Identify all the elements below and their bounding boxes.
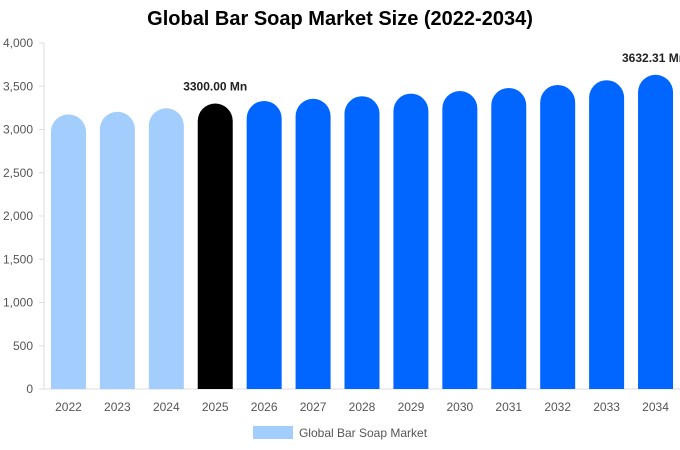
- x-tick-label: 2025: [202, 400, 229, 414]
- bar-2023[interactable]: [99, 111, 135, 389]
- legend-swatch: [252, 426, 293, 440]
- y-tick-label: 3,500: [3, 79, 33, 93]
- label-group: 2022 2023 2024 2025 2026 2027 2028 2029 2030 2031…: [55, 51, 680, 414]
- x-tick-label: 2034: [642, 400, 669, 414]
- y-tick-label: 2,000: [3, 209, 33, 223]
- x-tick-label: 2026: [251, 400, 278, 414]
- x-tick-label: 2029: [398, 400, 425, 414]
- data-label-2034: 3632.31 Mn: [622, 51, 680, 65]
- y-tick-label: 3,000: [3, 123, 33, 137]
- bar-2024[interactable]: [148, 108, 184, 390]
- bar-2022[interactable]: [50, 114, 86, 390]
- legend: Global Bar Soap Market: [0, 425, 680, 440]
- bar-2034[interactable]: [638, 74, 674, 390]
- x-tick-label: 2032: [544, 400, 571, 414]
- bar-2025[interactable]: [197, 103, 233, 390]
- bar-group: [50, 74, 674, 390]
- bar-2030[interactable]: [442, 91, 478, 389]
- chart-title: Global Bar Soap Market Size (2022-2034): [147, 8, 533, 30]
- x-tick-label: 2023: [104, 400, 131, 414]
- bar-2027[interactable]: [295, 98, 331, 389]
- bar-2026[interactable]: [246, 100, 282, 389]
- data-label-2025: 3300.00 Mn: [183, 80, 247, 94]
- x-tick-label: 2028: [349, 400, 376, 414]
- y-tick-label: 500: [13, 339, 33, 353]
- y-tick-label: 0: [26, 382, 33, 396]
- bar-2029[interactable]: [393, 93, 429, 389]
- bar-2033[interactable]: [589, 80, 625, 389]
- bar-2032[interactable]: [540, 84, 576, 389]
- x-tick-label: 2024: [153, 400, 180, 414]
- bar-2031[interactable]: [491, 87, 527, 389]
- y-tick-label: 1,000: [3, 296, 33, 310]
- y-tick-label: 4,000: [3, 36, 33, 50]
- y-tick-label: 2,500: [3, 166, 33, 180]
- x-tick-label: 2022: [55, 400, 82, 414]
- x-tick-label: 2027: [300, 400, 327, 414]
- x-tick-label: 2033: [593, 400, 620, 414]
- x-tick-label: 2031: [495, 400, 522, 414]
- legend-label: Global Bar Soap Market: [298, 425, 428, 440]
- y-tick-label: 1,500: [3, 252, 33, 266]
- x-tick-label: 2030: [446, 400, 473, 414]
- bar-2028[interactable]: [344, 96, 380, 389]
